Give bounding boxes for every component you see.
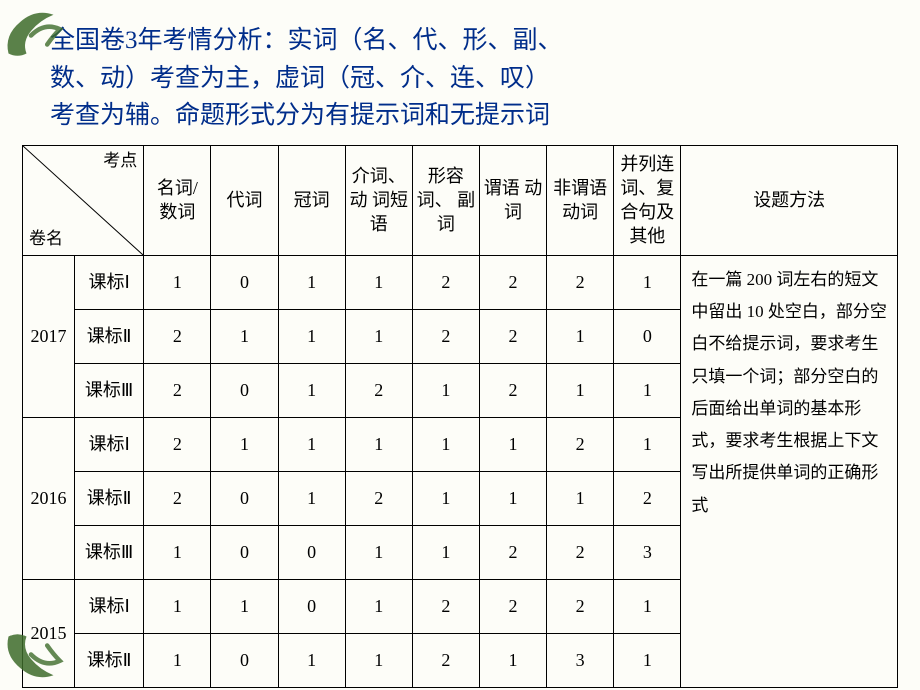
data-cell: 2 (547, 579, 614, 633)
data-cell: 1 (144, 255, 211, 309)
title-line-1: 全国卷3年考情分析：实词（名、代、形、副、 (50, 22, 870, 60)
data-cell: 3 (614, 525, 681, 579)
data-cell: 2 (144, 309, 211, 363)
data-cell: 1 (211, 309, 278, 363)
data-cell: 2 (345, 471, 412, 525)
data-cell: 2 (479, 579, 546, 633)
data-cell: 2 (479, 363, 546, 417)
data-cell: 1 (614, 633, 681, 687)
paper-cell: 课标Ⅰ (74, 255, 143, 309)
col-header: 代词 (211, 145, 278, 255)
col-header: 谓语 动词 (479, 145, 546, 255)
data-cell: 2 (412, 633, 479, 687)
data-cell: 2 (547, 255, 614, 309)
data-cell: 1 (412, 363, 479, 417)
paper-cell: 课标Ⅱ (74, 471, 143, 525)
data-cell: 0 (211, 525, 278, 579)
data-cell: 0 (278, 579, 345, 633)
data-cell: 1 (547, 471, 614, 525)
data-cell: 2 (345, 363, 412, 417)
data-cell: 1 (345, 525, 412, 579)
year-cell: 2017 (23, 255, 75, 417)
data-cell: 2 (614, 471, 681, 525)
col-header: 形容词、 副词 (412, 145, 479, 255)
year-cell: 2016 (23, 417, 75, 579)
data-cell: 1 (211, 579, 278, 633)
data-cell: 1 (412, 417, 479, 471)
data-cell: 3 (547, 633, 614, 687)
table-row: 2017 课标Ⅰ 1 0 1 1 2 2 2 1 在一篇 200 词左右的短文中… (23, 255, 898, 309)
data-cell: 1 (614, 255, 681, 309)
data-cell: 2 (479, 255, 546, 309)
data-cell: 1 (144, 525, 211, 579)
data-cell: 1 (479, 471, 546, 525)
data-cell: 2 (412, 255, 479, 309)
paper-cell: 课标Ⅰ (74, 417, 143, 471)
paper-cell: 课标Ⅲ (74, 363, 143, 417)
analysis-table: 考点 卷名 名词/ 数词 代词 冠词 介词、动 词短语 形容词、 副词 谓语 动… (22, 145, 898, 688)
data-cell: 0 (211, 633, 278, 687)
title-line-3: 考查为辅。命题形式分为有提示词和无提示词 (50, 97, 870, 135)
data-cell: 1 (614, 579, 681, 633)
col-header: 设题方法 (681, 145, 898, 255)
col-header: 并列连词、复 合句及其他 (614, 145, 681, 255)
data-cell: 1 (345, 417, 412, 471)
data-cell: 1 (412, 471, 479, 525)
col-header: 冠词 (278, 145, 345, 255)
data-cell: 1 (278, 633, 345, 687)
analysis-table-wrapper: 考点 卷名 名词/ 数词 代词 冠词 介词、动 词短语 形容词、 副词 谓语 动… (0, 145, 920, 688)
col-header: 名词/ 数词 (144, 145, 211, 255)
data-cell: 1 (211, 417, 278, 471)
data-cell: 1 (479, 417, 546, 471)
data-cell: 1 (614, 363, 681, 417)
data-cell: 1 (345, 309, 412, 363)
diag-top-label: 考点 (103, 150, 137, 173)
year-cell: 2015 (23, 579, 75, 687)
title-line-2: 数、动）考查为主，虚词（冠、介、连、叹） (50, 60, 870, 98)
data-cell: 2 (412, 309, 479, 363)
paper-cell: 课标Ⅲ (74, 525, 143, 579)
data-cell: 1 (547, 363, 614, 417)
data-cell: 1 (345, 579, 412, 633)
page-title: 全国卷3年考情分析：实词（名、代、形、副、 数、动）考查为主，虚词（冠、介、连、… (0, 0, 920, 145)
data-cell: 2 (412, 579, 479, 633)
data-cell: 1 (412, 525, 479, 579)
data-cell: 2 (144, 363, 211, 417)
data-cell: 1 (144, 633, 211, 687)
data-cell: 1 (278, 417, 345, 471)
data-cell: 2 (479, 309, 546, 363)
data-cell: 2 (547, 525, 614, 579)
data-cell: 0 (278, 525, 345, 579)
col-header: 介词、动 词短语 (345, 145, 412, 255)
col-header: 非谓语 动词 (547, 145, 614, 255)
data-cell: 1 (278, 255, 345, 309)
paper-cell: 课标Ⅱ (74, 309, 143, 363)
data-cell: 1 (144, 579, 211, 633)
diag-bottom-label: 卷名 (29, 228, 63, 251)
data-cell: 0 (211, 363, 278, 417)
method-cell: 在一篇 200 词左右的短文中留出 10 处空白，部分空白不给提示词，要求考生只… (681, 255, 898, 687)
diagonal-header: 考点 卷名 (23, 145, 144, 255)
paper-cell: 课标Ⅱ (74, 633, 143, 687)
data-cell: 1 (345, 633, 412, 687)
data-cell: 0 (211, 255, 278, 309)
header-row: 考点 卷名 名词/ 数词 代词 冠词 介词、动 词短语 形容词、 副词 谓语 动… (23, 145, 898, 255)
data-cell: 1 (479, 633, 546, 687)
data-cell: 0 (614, 309, 681, 363)
data-cell: 1 (614, 417, 681, 471)
data-cell: 2 (547, 417, 614, 471)
data-cell: 2 (144, 471, 211, 525)
paper-cell: 课标Ⅰ (74, 579, 143, 633)
data-cell: 1 (278, 471, 345, 525)
data-cell: 0 (211, 471, 278, 525)
data-cell: 2 (144, 417, 211, 471)
data-cell: 2 (479, 525, 546, 579)
data-cell: 1 (345, 255, 412, 309)
data-cell: 1 (278, 363, 345, 417)
data-cell: 1 (547, 309, 614, 363)
data-cell: 1 (278, 309, 345, 363)
